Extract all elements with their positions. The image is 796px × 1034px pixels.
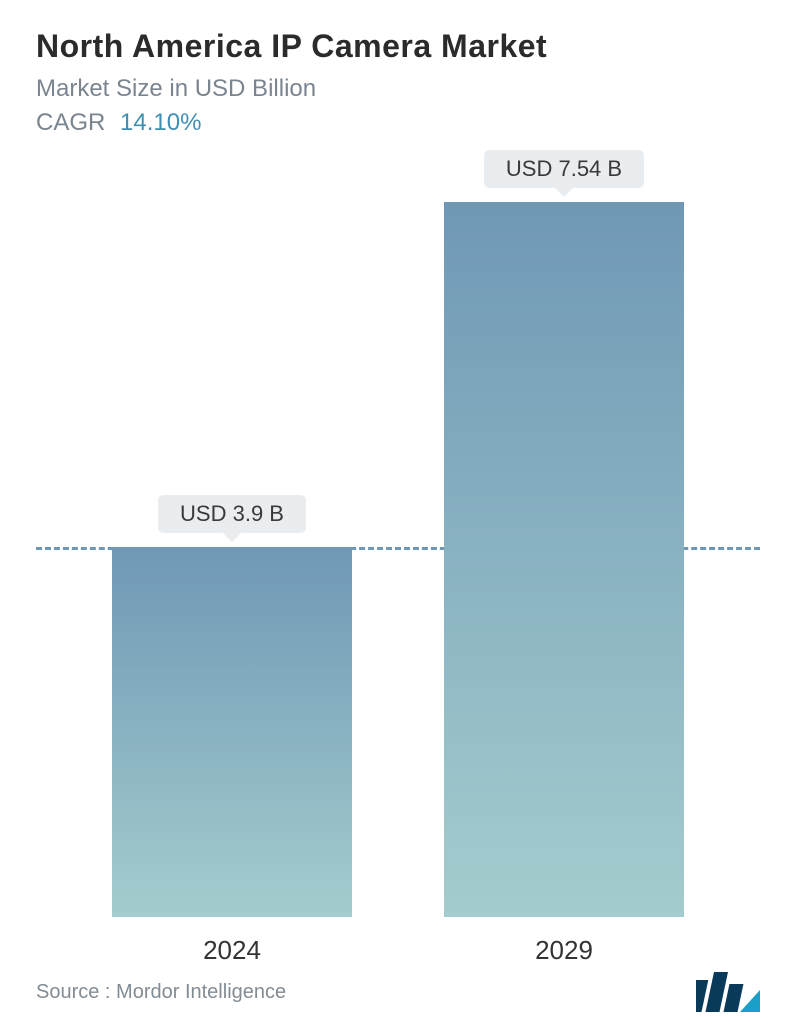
- footer: Source : Mordor Intelligence: [36, 972, 760, 1012]
- xlabel-2024: 2024: [112, 935, 352, 966]
- bar-group-2029: USD 7.54 B: [444, 150, 684, 917]
- chart-area: USD 3.9 B USD 7.54 B: [36, 157, 760, 917]
- cagr-line: CAGR 14.10%: [36, 109, 760, 137]
- chart-subtitle: Market Size in USD Billion: [36, 75, 760, 103]
- bars-container: USD 3.9 B USD 7.54 B: [36, 157, 760, 917]
- value-badge-2024: USD 3.9 B: [158, 495, 306, 533]
- mordor-logo: [696, 972, 760, 1012]
- page-root: North America IP Camera Market Market Si…: [0, 0, 796, 1034]
- chart-title: North America IP Camera Market: [36, 28, 760, 65]
- xlabel-2029: 2029: [444, 935, 684, 966]
- cagr-value: 14.10%: [120, 109, 201, 136]
- bar-2024: [112, 547, 352, 917]
- value-badge-2029: USD 7.54 B: [484, 150, 644, 188]
- bar-group-2024: USD 3.9 B: [112, 495, 352, 917]
- bar-2029: [444, 202, 684, 917]
- cagr-label: CAGR: [36, 109, 105, 136]
- logo-icon: [696, 972, 760, 1012]
- x-axis-labels: 2024 2029: [36, 935, 760, 966]
- source-attribution: Source : Mordor Intelligence: [36, 981, 286, 1004]
